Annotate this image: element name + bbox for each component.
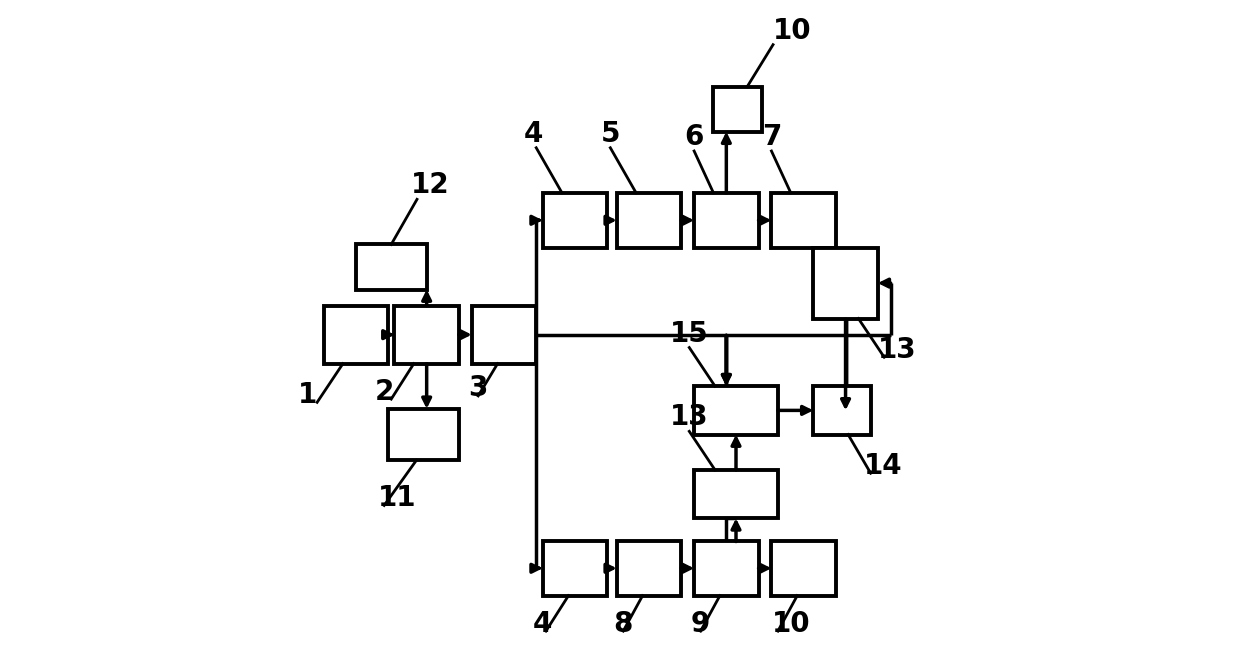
- Text: 5: 5: [600, 120, 620, 148]
- Text: 4: 4: [533, 610, 552, 638]
- Text: 13: 13: [670, 404, 708, 432]
- Text: 12: 12: [410, 172, 449, 200]
- Text: 11: 11: [378, 484, 417, 512]
- Bar: [694, 541, 759, 595]
- Bar: [324, 306, 388, 363]
- Text: 3: 3: [469, 374, 487, 402]
- Text: 9: 9: [691, 610, 711, 638]
- Bar: [771, 193, 836, 248]
- Bar: [388, 409, 459, 460]
- Text: 4: 4: [523, 120, 543, 148]
- Bar: [543, 193, 608, 248]
- Text: 10: 10: [773, 17, 812, 45]
- Text: 14: 14: [864, 452, 903, 480]
- Bar: [356, 244, 427, 289]
- Text: 7: 7: [761, 123, 781, 151]
- Bar: [771, 541, 836, 595]
- Bar: [394, 306, 459, 363]
- Bar: [616, 541, 681, 595]
- Bar: [813, 386, 872, 435]
- Text: 13: 13: [878, 335, 916, 363]
- Text: 1: 1: [298, 381, 317, 409]
- Bar: [713, 86, 761, 132]
- Bar: [471, 306, 536, 363]
- Bar: [543, 541, 608, 595]
- Bar: [694, 470, 777, 518]
- Bar: [616, 193, 681, 248]
- Text: 6: 6: [684, 123, 704, 151]
- Text: 15: 15: [670, 320, 709, 348]
- Text: 10: 10: [771, 610, 810, 638]
- Bar: [813, 248, 878, 318]
- Bar: [694, 386, 777, 435]
- Text: 2: 2: [376, 378, 394, 406]
- Bar: [694, 193, 759, 248]
- Text: 8: 8: [614, 610, 632, 638]
